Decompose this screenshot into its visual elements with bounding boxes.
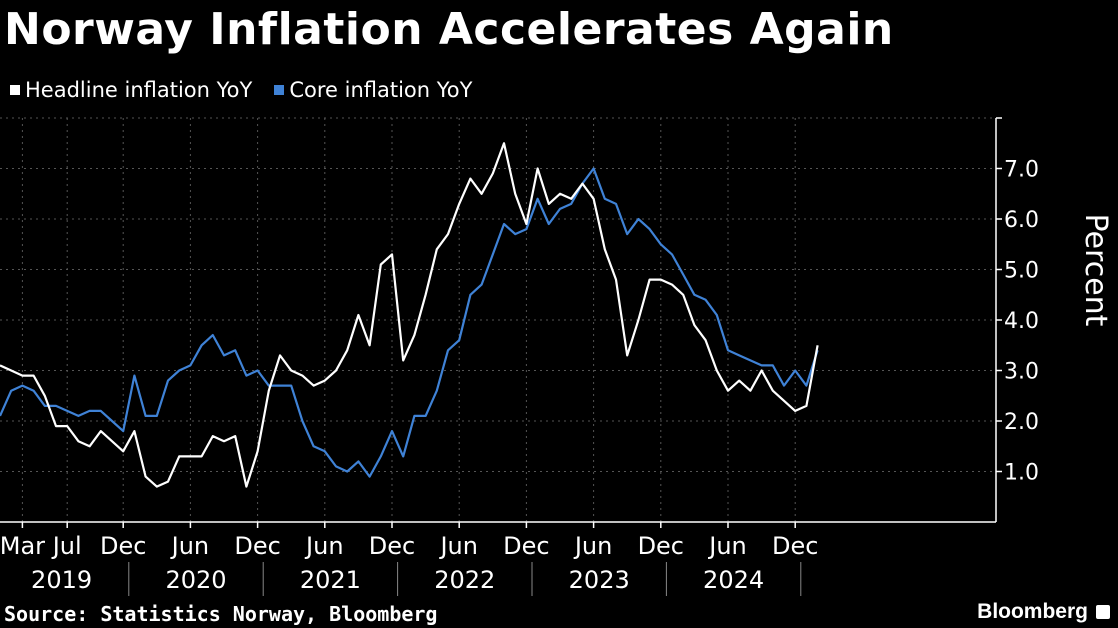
x-tick-label: Dec [503,532,549,560]
legend-label-headline: Headline inflation YoY [25,78,253,102]
x-year-label: 2019 [31,566,92,594]
x-year-label: 2021 [300,566,361,594]
x-tick-label: Dec [100,532,146,560]
x-year-label: 2024 [703,566,764,594]
y-axis-title: Percent [1078,214,1113,327]
x-tick-label: Dec [234,532,280,560]
bloomberg-icon [1096,605,1110,619]
x-year-label: 2022 [434,566,495,594]
legend-swatch-core [274,85,285,95]
x-tick-label: Jun [707,532,747,560]
x-tick-label: Jun [438,532,478,560]
x-tick-label: Jun [573,532,613,560]
x-tick-label: Jun [304,532,344,560]
y-tick-label: 5.0 [1004,259,1039,284]
brand-logo: Bloomberg [977,600,1088,623]
x-tick-label: Mar [0,532,45,560]
x-year-label: 2023 [569,566,630,594]
legend-label-core: Core inflation YoY [289,78,473,102]
x-tick-label: Dec [772,532,818,560]
x-tick-label: Dec [369,532,415,560]
y-tick-label: 3.0 [1004,360,1039,385]
legend: Headline inflation YoY Core inflation Yo… [10,78,472,102]
y-tick-label: 7.0 [1004,158,1039,183]
chart-title: Norway Inflation Accelerates Again [4,4,894,55]
source-note: Source: Statistics Norway, Bloomberg [4,602,438,626]
x-tick-label: Dec [638,532,684,560]
core-inflation-line [0,167,819,478]
legend-item-headline: Headline inflation YoY [10,78,252,102]
y-tick-label: 2.0 [1004,410,1039,435]
x-tick-label: Jul [51,532,82,560]
legend-item-core: Core inflation YoY [274,78,472,102]
y-tick-label: 4.0 [1004,309,1039,334]
x-tick-label: Jun [170,532,210,560]
x-year-label: 2020 [165,566,226,594]
headline-inflation-line [0,142,819,488]
legend-swatch-headline [10,85,20,95]
y-tick-label: 1.0 [1004,461,1039,486]
y-tick-label: 6.0 [1004,208,1039,233]
